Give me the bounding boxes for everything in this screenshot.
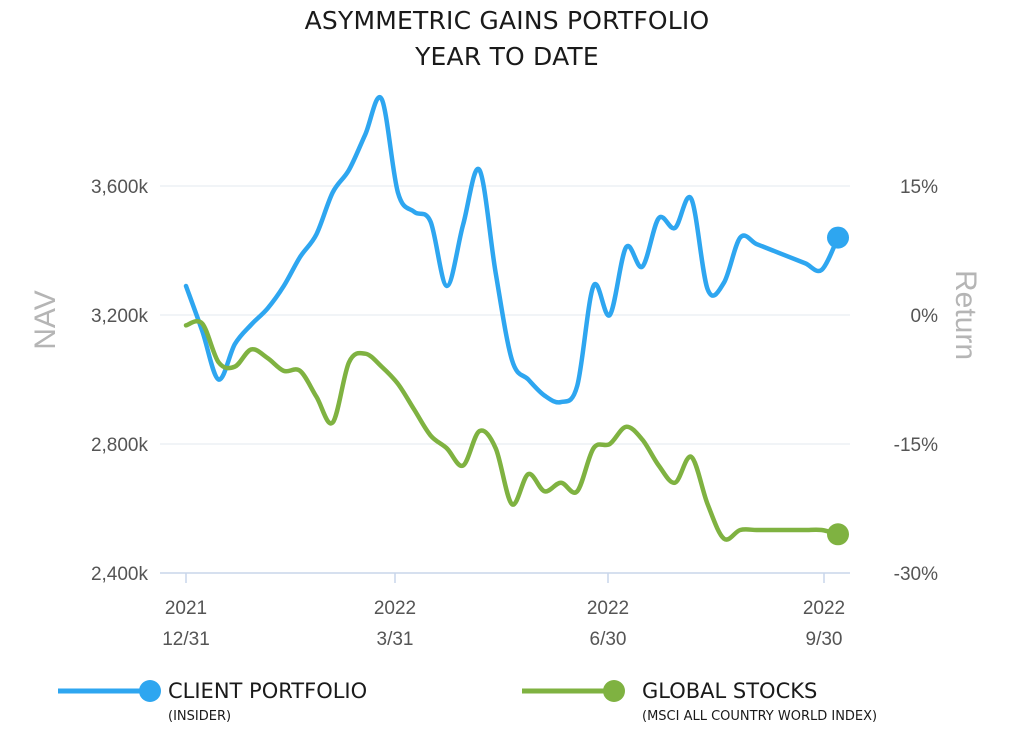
legend-line-global-stocks <box>522 680 625 702</box>
series-endpoint-client-portfolio <box>827 226 849 249</box>
x-tick-label-year: 2022 <box>587 598 629 619</box>
series-line-client-portfolio <box>183 94 841 405</box>
y2-axis-title: Return <box>949 270 982 360</box>
x-tick-label-date: 6/30 <box>590 629 627 650</box>
y-tick-label: 2,800k <box>91 435 149 456</box>
line-chart: 2,400k 2,800k 3,200k 3,600k -30% -15% 0% 15% 202… <box>29 94 982 650</box>
legend-label-global-stocks: GLOBAL STOCKS <box>642 679 818 703</box>
y-tick-label: 3,200k <box>91 306 149 327</box>
legend-note-global-stocks: (MSCI ALL COUNTRY WORLD INDEX) <box>642 709 878 724</box>
legend-line-client-portfolio <box>58 680 161 702</box>
x-tick-label-year: 2022 <box>803 598 845 619</box>
legend-label-client-portfolio: CLIENT PORTFOLIO <box>168 679 368 703</box>
y-axis-title: NAV <box>29 290 62 349</box>
chart-subtitle: YEAR TO DATE <box>415 42 599 71</box>
x-tick-label-date: 9/30 <box>806 629 843 650</box>
series-endpoint-global-stocks <box>827 523 849 546</box>
x-tick-label-date: 12/31 <box>162 629 210 650</box>
y-tick-label: 3,600k <box>91 177 149 198</box>
y2-tick-label: 0% <box>911 306 939 327</box>
x-tick-label-date: 3/31 <box>377 629 414 650</box>
series-line-global-stocks <box>183 318 841 542</box>
legend-note-client-portfolio: (INSIDER) <box>168 709 232 724</box>
y-tick-label: 2,400k <box>91 564 149 585</box>
x-tick-label-year: 2022 <box>374 598 416 619</box>
x-tick-label-year: 2021 <box>165 598 207 619</box>
chart-title: ASYMMETRIC GAINS PORTFOLIO <box>304 6 710 35</box>
y2-tick-label: 15% <box>900 177 938 198</box>
y2-tick-label: -30% <box>894 564 938 585</box>
y2-tick-label: -15% <box>894 435 938 456</box>
